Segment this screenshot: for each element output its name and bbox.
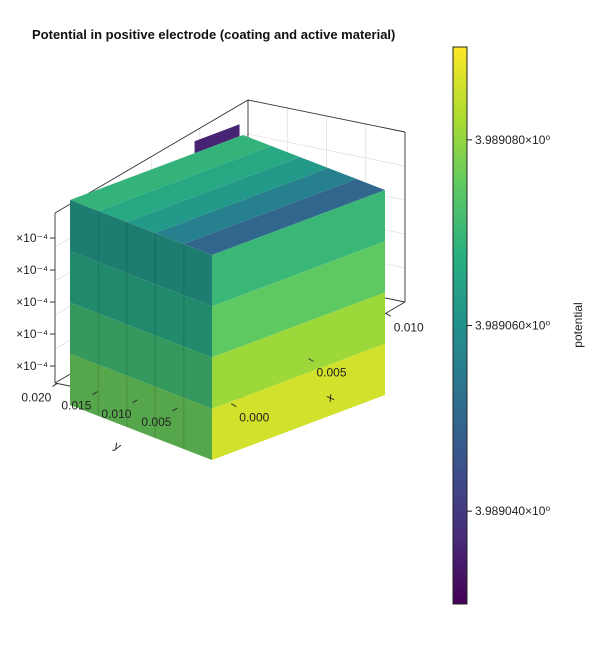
tab-patch	[194, 124, 240, 154]
left-face-cell	[70, 353, 212, 460]
y-tick-label: 0.015	[61, 399, 91, 413]
colorbar-label: potential	[571, 302, 585, 347]
top-face-cell	[155, 168, 357, 244]
x-tick-label: 0.000	[239, 411, 269, 425]
surface-box	[70, 124, 385, 460]
x-tick-mark	[231, 403, 237, 408]
top-face-cell	[70, 135, 272, 211]
right-face-cell	[212, 292, 385, 409]
x-tick-label: 0.005	[317, 366, 347, 380]
top-face-cell	[183, 179, 385, 255]
right-face-cell	[212, 343, 385, 460]
y-tick-label: 0.020	[21, 390, 51, 404]
z-tick-label: ×10⁻⁴	[16, 231, 48, 245]
colorbar-tick-label: 3.989080×10⁰	[475, 133, 550, 147]
y-tick-mark	[172, 407, 178, 412]
x-tick-mark	[385, 312, 391, 317]
z-tick-label: ×10⁻⁴	[16, 295, 48, 309]
y-tick-label: 0.005	[141, 415, 171, 429]
top-face-cell	[98, 146, 300, 222]
colorbar: 3.989040×10⁰ 3.989060×10⁰ 3.989080×10⁰ pote…	[452, 46, 585, 605]
axis-ticks: 0.0000.0050.010x0.0050.0100.0150.020y×10…	[16, 231, 424, 453]
colorbar-tick-label: 3.989040×10⁰	[475, 504, 550, 518]
y-axis-label: y	[112, 438, 124, 453]
chart-title: Potential in positive electrode (coating…	[32, 27, 396, 42]
colorbar-gradient	[452, 46, 468, 605]
left-face-cell	[70, 251, 212, 358]
colorbar-tick-label: 3.989060×10⁰	[475, 319, 550, 333]
z-tick-label: ×10⁻⁴	[16, 263, 48, 277]
x-tick-mark	[308, 358, 314, 362]
y-tick-mark	[52, 383, 58, 387]
right-face-cell	[212, 241, 385, 358]
y-tick-mark	[92, 391, 98, 396]
left-face-cell	[70, 302, 212, 409]
top-face-cell	[126, 157, 329, 233]
z-tick-label: ×10⁻⁴	[16, 327, 48, 341]
x-tick-label: 0.010	[394, 320, 424, 334]
z-tick-label: ×10⁻⁴	[16, 359, 48, 373]
y-tick-label: 0.010	[101, 407, 131, 421]
left-face-cell	[70, 200, 212, 307]
y-tick-mark	[132, 399, 138, 404]
right-face-cell	[212, 190, 385, 307]
axis-frame-edge	[247, 99, 406, 133]
